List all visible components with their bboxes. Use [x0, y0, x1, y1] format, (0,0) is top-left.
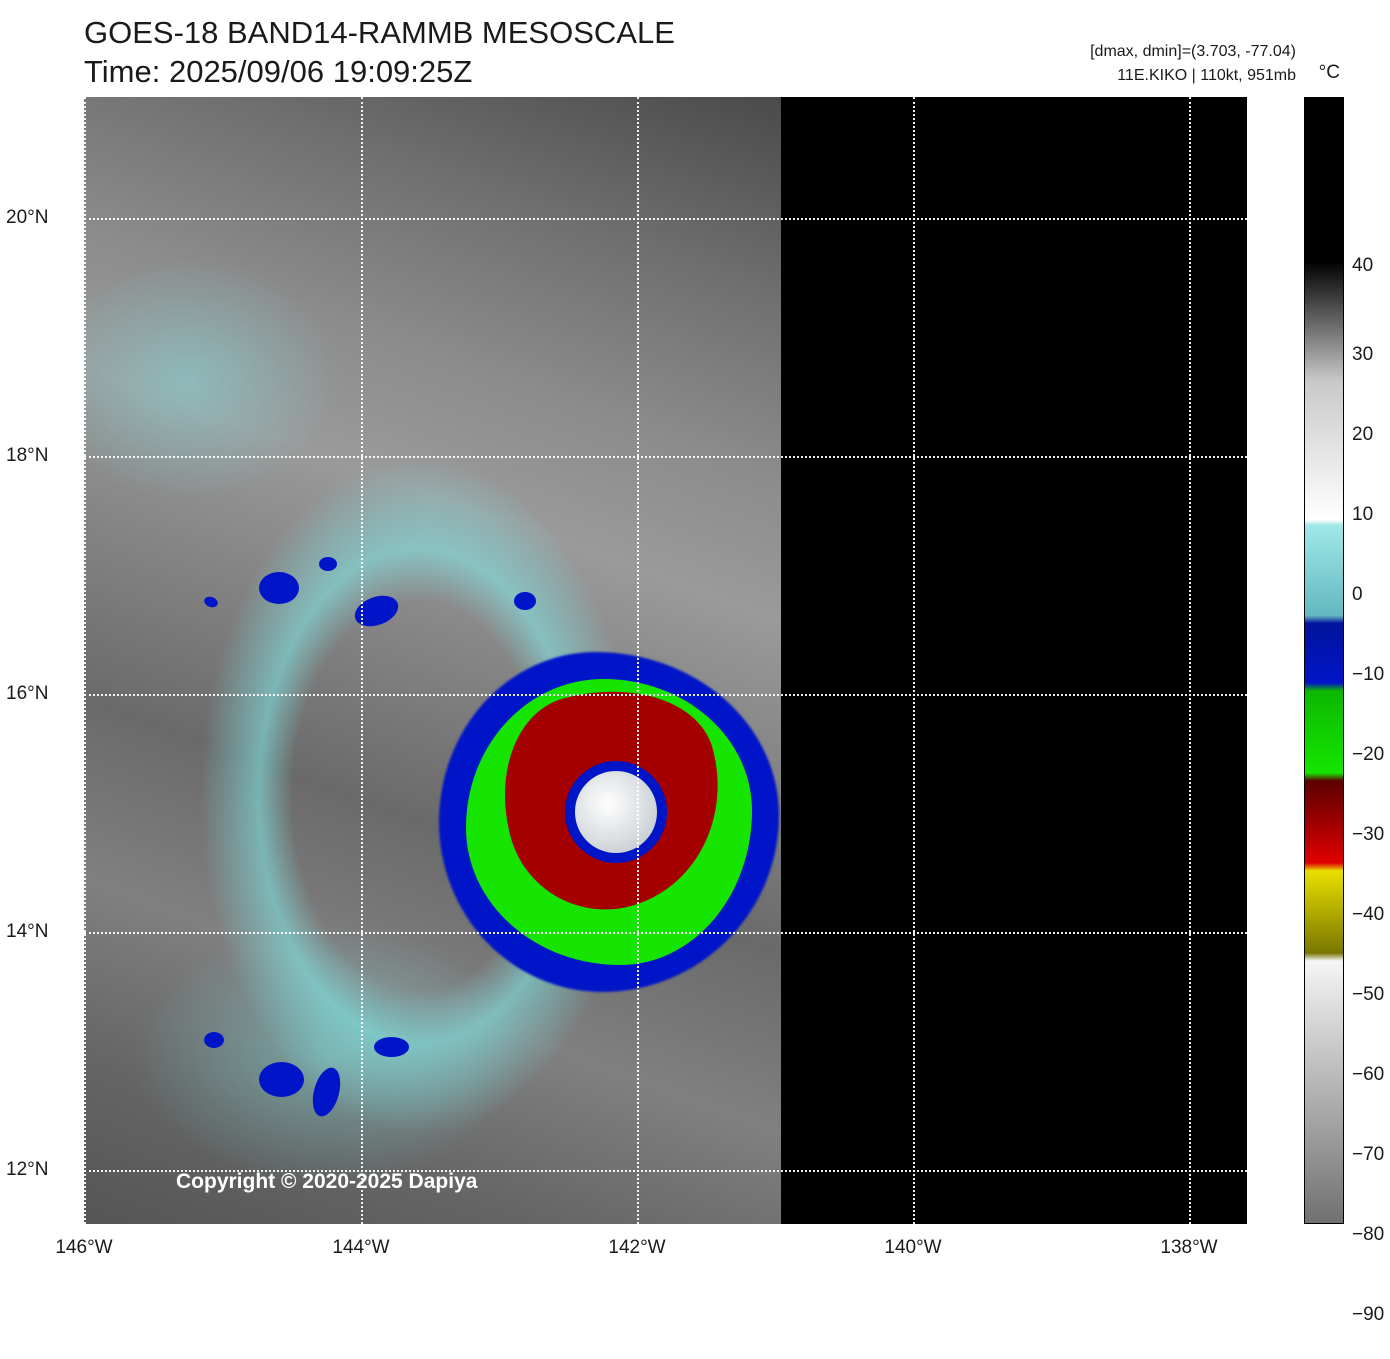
cb-tick-neg20: −20	[1352, 744, 1384, 766]
cb-tick-neg30: −30	[1352, 824, 1384, 846]
lon-tick-144w: 144°W	[332, 1237, 389, 1259]
lat-tick-16n: 16°N	[6, 683, 48, 705]
storm-info-label: 11E.KIKO | 110kt, 951mb	[1090, 64, 1296, 88]
cb-tick-neg50: −50	[1352, 984, 1384, 1006]
temperature-colorbar	[1304, 97, 1344, 1224]
storm-eye-core	[575, 771, 657, 853]
cb-tick-0: 0	[1352, 584, 1363, 606]
cb-tick-neg90: −90	[1352, 1304, 1384, 1326]
cb-tick-neg80: −80	[1352, 1224, 1384, 1246]
hurricane-eyewall-structure	[439, 652, 779, 992]
dmax-dmin-label: [dmax, dmin]=(3.703, -77.04)	[1090, 40, 1296, 64]
lat-tick-20n: 20°N	[6, 207, 48, 229]
latitude-gridline	[84, 456, 1247, 458]
longitude-gridline	[913, 97, 915, 1224]
lat-tick-12n: 12°N	[6, 1159, 48, 1181]
cb-tick-30: 30	[1352, 344, 1373, 366]
cb-tick-20: 20	[1352, 424, 1373, 446]
small-cold-cloud-blob	[204, 1032, 224, 1048]
lon-tick-138w: 138°W	[1160, 1237, 1217, 1259]
lat-tick-14n: 14°N	[6, 921, 48, 943]
small-cold-cloud-blob	[514, 592, 536, 610]
lon-tick-146w: 146°W	[55, 1237, 112, 1259]
longitude-gridline	[1189, 97, 1191, 1224]
cb-tick-neg10: −10	[1352, 664, 1384, 686]
satellite-plot-area: Copyright © 2020-2025 Dapiya	[84, 97, 1247, 1224]
colorbar-container: 40 30 20 10 0 −10 −20 −30 −40 −50 −60 −7…	[1304, 97, 1344, 1224]
degree-unit-label: °C	[1319, 62, 1340, 84]
lon-tick-142w: 142°W	[608, 1237, 665, 1259]
longitude-gridline	[361, 97, 363, 1224]
cb-tick-neg60: −60	[1352, 1064, 1384, 1086]
header-title-block: GOES-18 BAND14-RAMMB MESOSCALE Time: 202…	[84, 14, 675, 92]
header-line1: GOES-18 BAND14-RAMMB MESOSCALE	[84, 14, 675, 53]
cb-tick-neg40: −40	[1352, 904, 1384, 926]
longitude-gridline	[84, 97, 86, 1224]
header-line2: Time: 2025/09/06 19:09:25Z	[84, 53, 675, 92]
small-cold-cloud-blob	[319, 557, 337, 571]
latitude-gridline	[84, 218, 1247, 220]
latitude-gridline	[84, 694, 1247, 696]
header-info-block: [dmax, dmin]=(3.703, -77.04) 11E.KIKO | …	[1090, 40, 1296, 88]
lat-tick-18n: 18°N	[6, 445, 48, 467]
longitude-gridline	[637, 97, 639, 1224]
copyright-label: Copyright © 2020-2025 Dapiya	[176, 1170, 477, 1194]
lon-tick-140w: 140°W	[884, 1237, 941, 1259]
cb-tick-40: 40	[1352, 255, 1373, 277]
small-cold-cloud-blob	[259, 1062, 304, 1097]
small-cold-cloud-blob	[259, 572, 299, 604]
cb-tick-10: 10	[1352, 504, 1373, 526]
cb-tick-neg70: −70	[1352, 1144, 1384, 1166]
small-cold-cloud-blob	[374, 1037, 409, 1057]
latitude-gridline	[84, 932, 1247, 934]
